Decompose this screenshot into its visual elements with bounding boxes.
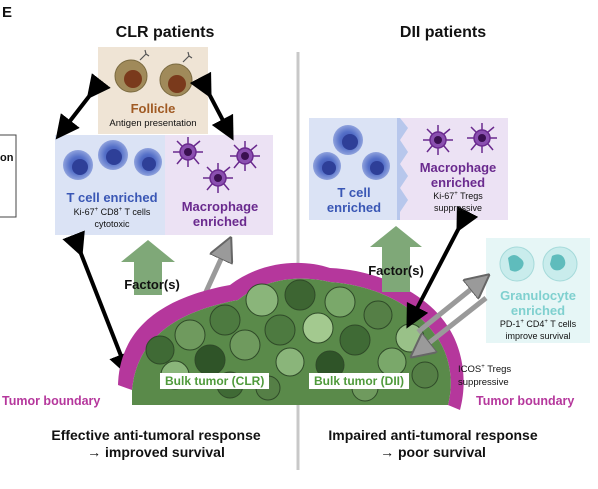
right-macro-subtitle: Ki-67+ Tregs (433, 191, 483, 201)
right-response-2: → poor survival (380, 444, 486, 460)
granulocyte-title-1: Granulocyte (500, 288, 576, 303)
gray-arrow-2 (420, 296, 488, 350)
left-heading: CLR patients (115, 24, 215, 41)
right-macro-sup-1: + (454, 191, 458, 197)
right-bulk-label: Bulk tumor (DII) (309, 373, 409, 389)
gran-sup-2: + (544, 319, 548, 325)
right-macrophage-cells (423, 123, 497, 155)
left-macro-title-2: enriched (192, 214, 248, 229)
left-tcell-sup-2: + (118, 207, 123, 213)
left-tcell-function: cytotoxic (94, 219, 130, 229)
left-tcell-title: T cell enriched (66, 190, 158, 205)
gran-marker-1: PD-1 (499, 319, 521, 329)
left-macrophage-cells (173, 137, 260, 193)
arrow-follicle-macro (189, 71, 234, 141)
panel-letter: E (2, 4, 13, 21)
arrow-macro-tumor (406, 205, 479, 329)
follicle-subtitle: Antigen presentation (109, 118, 197, 129)
left-response-2: → improved survival (87, 444, 225, 460)
icos-label: ICOS+ Tregs (458, 364, 511, 375)
granulocyte-subtitle: PD-1+ CD4+ T cells (500, 319, 576, 329)
right-macro-function: suppressive (433, 203, 483, 213)
granulocyte-cells (499, 246, 578, 282)
icos-sup: + (481, 364, 485, 370)
right-factor-arrow (370, 226, 422, 292)
right-box-zigzag (397, 118, 408, 220)
right-macro-title-1: Macrophage (419, 160, 497, 175)
left-tcell-subtitle: Ki-67+ CD8+ T cells (74, 207, 151, 217)
gran-marker-3: T cells (547, 319, 577, 329)
left-edge-fragment: on (0, 152, 14, 164)
follicle-title: Follicle (130, 101, 176, 116)
arrow-tcell-tumor (62, 230, 132, 378)
gray-arrow-1 (416, 282, 480, 334)
gran-marker-2: CD4 (523, 319, 545, 329)
right-heading: DII patients (399, 24, 487, 41)
granulocyte-title-2: enriched (510, 303, 566, 318)
icos-tregs: Tregs (484, 364, 512, 376)
left-macro-title-1: Macrophage (181, 199, 259, 214)
right-macro-marker-1: Ki-67 (433, 191, 455, 201)
follicle-cell-1 (114, 49, 150, 93)
left-tcell-marker-3: T cells (122, 207, 151, 217)
left-boundary-label: Tumor boundary (2, 394, 101, 408)
left-factor-label: Factor(s) (124, 277, 180, 292)
tumor-boundary (118, 262, 464, 410)
granulocyte-function: improve survival (505, 331, 571, 341)
left-tcell-cells (63, 140, 162, 180)
icos-marker: ICOS (458, 364, 482, 376)
right-tcell-title-1: T cell (337, 185, 371, 200)
left-tcell-sup-1: + (94, 207, 99, 213)
gran-sup-1: + (520, 319, 524, 325)
left-edge-box (0, 134, 17, 218)
follicle-box (98, 47, 208, 134)
right-factor-label: Factor(s) (368, 263, 424, 278)
left-tcell-marker-1: Ki-67 (73, 207, 95, 217)
right-macro-title-2: enriched (430, 175, 486, 190)
right-macro-marker-2: Tregs (457, 191, 483, 201)
right-tcell-cells (313, 125, 390, 180)
arrow-follicle-tcell (55, 73, 111, 140)
left-factor-arrow (121, 240, 175, 295)
icos-function: suppressive (458, 377, 509, 388)
left-tcell-marker-2: CD8 (98, 207, 119, 217)
left-bulk-label: Bulk tumor (CLR) (160, 373, 270, 389)
right-boundary-label: Tumor boundary (476, 394, 575, 408)
right-response-1: Impaired anti-tumoral response (328, 427, 538, 443)
left-response-1: Effective anti-tumoral response (51, 427, 261, 443)
right-tcell-title-2: enriched (326, 200, 382, 215)
